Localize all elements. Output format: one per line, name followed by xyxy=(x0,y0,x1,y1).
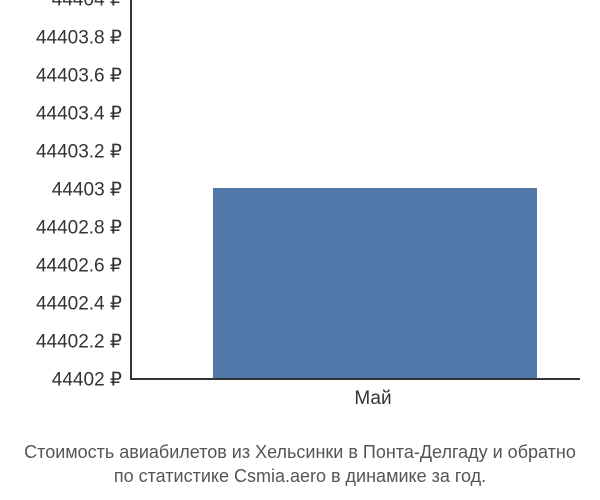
caption-line2: по статистике Csmia.aero в динамике за г… xyxy=(0,464,600,488)
y-tick-label: 44403 ₽ xyxy=(52,181,122,200)
caption-line1: Стоимость авиабилетов из Хельсинки в Пон… xyxy=(0,440,600,464)
y-tick-label: 44404 ₽ xyxy=(52,0,122,10)
y-tick-label: 44402.8 ₽ xyxy=(36,219,122,238)
y-tick-label: 44403.4 ₽ xyxy=(36,105,122,124)
plot-area xyxy=(130,0,580,380)
price-chart: 44404 ₽ 44403.8 ₽ 44403.6 ₽ 44403.4 ₽ 44403.… xyxy=(0,0,600,420)
y-tick-label: 44402.4 ₽ xyxy=(36,295,122,314)
y-tick-label: 44402.2 ₽ xyxy=(36,333,122,352)
y-tick-label: 44402.6 ₽ xyxy=(36,257,122,276)
y-tick-label: 44402 ₽ xyxy=(52,371,122,390)
y-tick-label: 44403.6 ₽ xyxy=(36,67,122,86)
price-bar xyxy=(213,188,537,378)
y-tick-label: 44403.8 ₽ xyxy=(36,29,122,48)
y-axis: 44404 ₽ 44403.8 ₽ 44403.6 ₽ 44403.4 ₽ 44403.… xyxy=(0,0,130,380)
x-tick-label: Май xyxy=(354,388,391,410)
y-tick-label: 44403.2 ₽ xyxy=(36,143,122,162)
